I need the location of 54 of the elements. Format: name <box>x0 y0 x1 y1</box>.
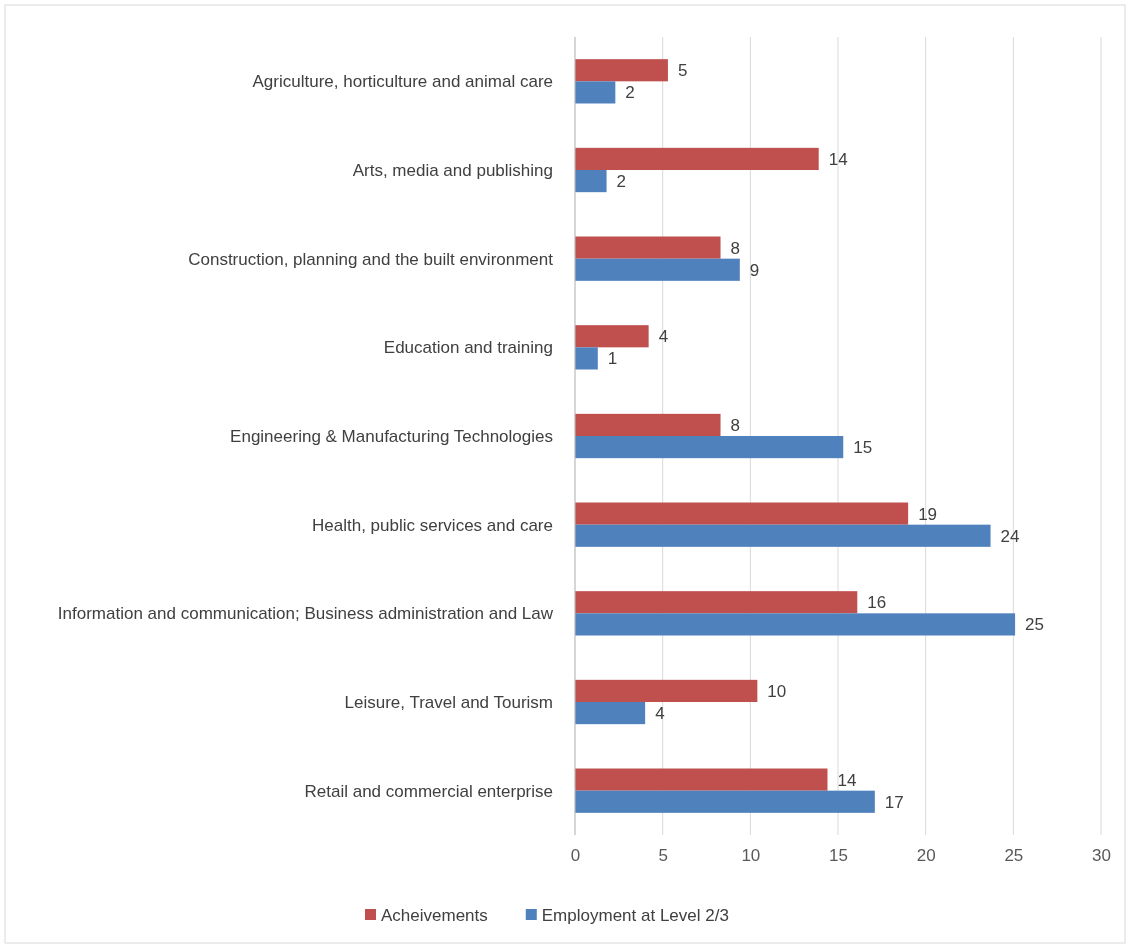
x-tick-label: 20 <box>916 846 936 866</box>
bar <box>575 436 844 459</box>
bar <box>575 170 607 193</box>
data-label: 4 <box>655 704 665 724</box>
x-tick-label: 5 <box>658 846 668 866</box>
bar <box>575 591 858 614</box>
data-label: 14 <box>828 149 848 169</box>
data-label: 8 <box>730 415 740 435</box>
bar <box>575 347 598 370</box>
bar <box>575 147 819 170</box>
y-tick-label: Engineering & Manufacturing Technologies <box>230 426 553 446</box>
legend-label: Acheivements <box>381 905 488 925</box>
data-label: 24 <box>1000 526 1020 546</box>
data-label: 25 <box>1025 615 1045 635</box>
data-label: 2 <box>616 172 627 192</box>
x-tick-label: 15 <box>829 846 848 866</box>
y-tick-label: Leisure, Travel and Tourism <box>344 692 553 712</box>
bar <box>575 413 721 436</box>
data-label: 5 <box>677 61 688 81</box>
y-tick-label: Education and training <box>383 338 553 358</box>
bar <box>575 502 909 525</box>
data-label: 14 <box>837 770 857 790</box>
bar <box>575 81 616 104</box>
data-label: 4 <box>658 327 669 347</box>
data-label: 8 <box>730 238 740 258</box>
data-label: 16 <box>867 593 887 613</box>
legend-label: Employment at Level 2/3 <box>541 905 729 925</box>
y-tick-label: Health, public services and care <box>312 515 553 535</box>
x-tick-label: 30 <box>1092 846 1111 866</box>
bar <box>575 59 668 82</box>
data-label: 9 <box>749 260 760 280</box>
bar <box>575 702 646 725</box>
bar <box>575 524 991 547</box>
y-tick-label: Construction, planning and the built environment <box>188 249 554 269</box>
y-tick-label: Arts, media and publishing <box>352 160 553 180</box>
data-label: 10 <box>767 681 787 701</box>
data-label: 1 <box>607 349 618 369</box>
bar <box>575 236 721 259</box>
bar <box>575 679 758 702</box>
bar <box>575 258 740 281</box>
x-tick-label: 10 <box>741 846 761 866</box>
y-tick-label: Retail and commercial enterprise <box>304 781 553 801</box>
y-tick-label: Information and communication; Business administration and Law <box>57 604 554 624</box>
x-tick-label: 0 <box>570 846 581 866</box>
data-label: 2 <box>625 83 635 103</box>
x-tick-label: 25 <box>1004 846 1024 866</box>
data-label: 19 <box>918 504 938 524</box>
bar <box>575 768 828 791</box>
data-label: 17 <box>884 792 904 812</box>
data-label: 15 <box>853 438 873 458</box>
bar <box>575 325 649 348</box>
bar <box>575 613 1016 636</box>
y-tick-label: Agriculture, horticulture and animal care <box>252 72 553 92</box>
bar <box>575 790 875 813</box>
